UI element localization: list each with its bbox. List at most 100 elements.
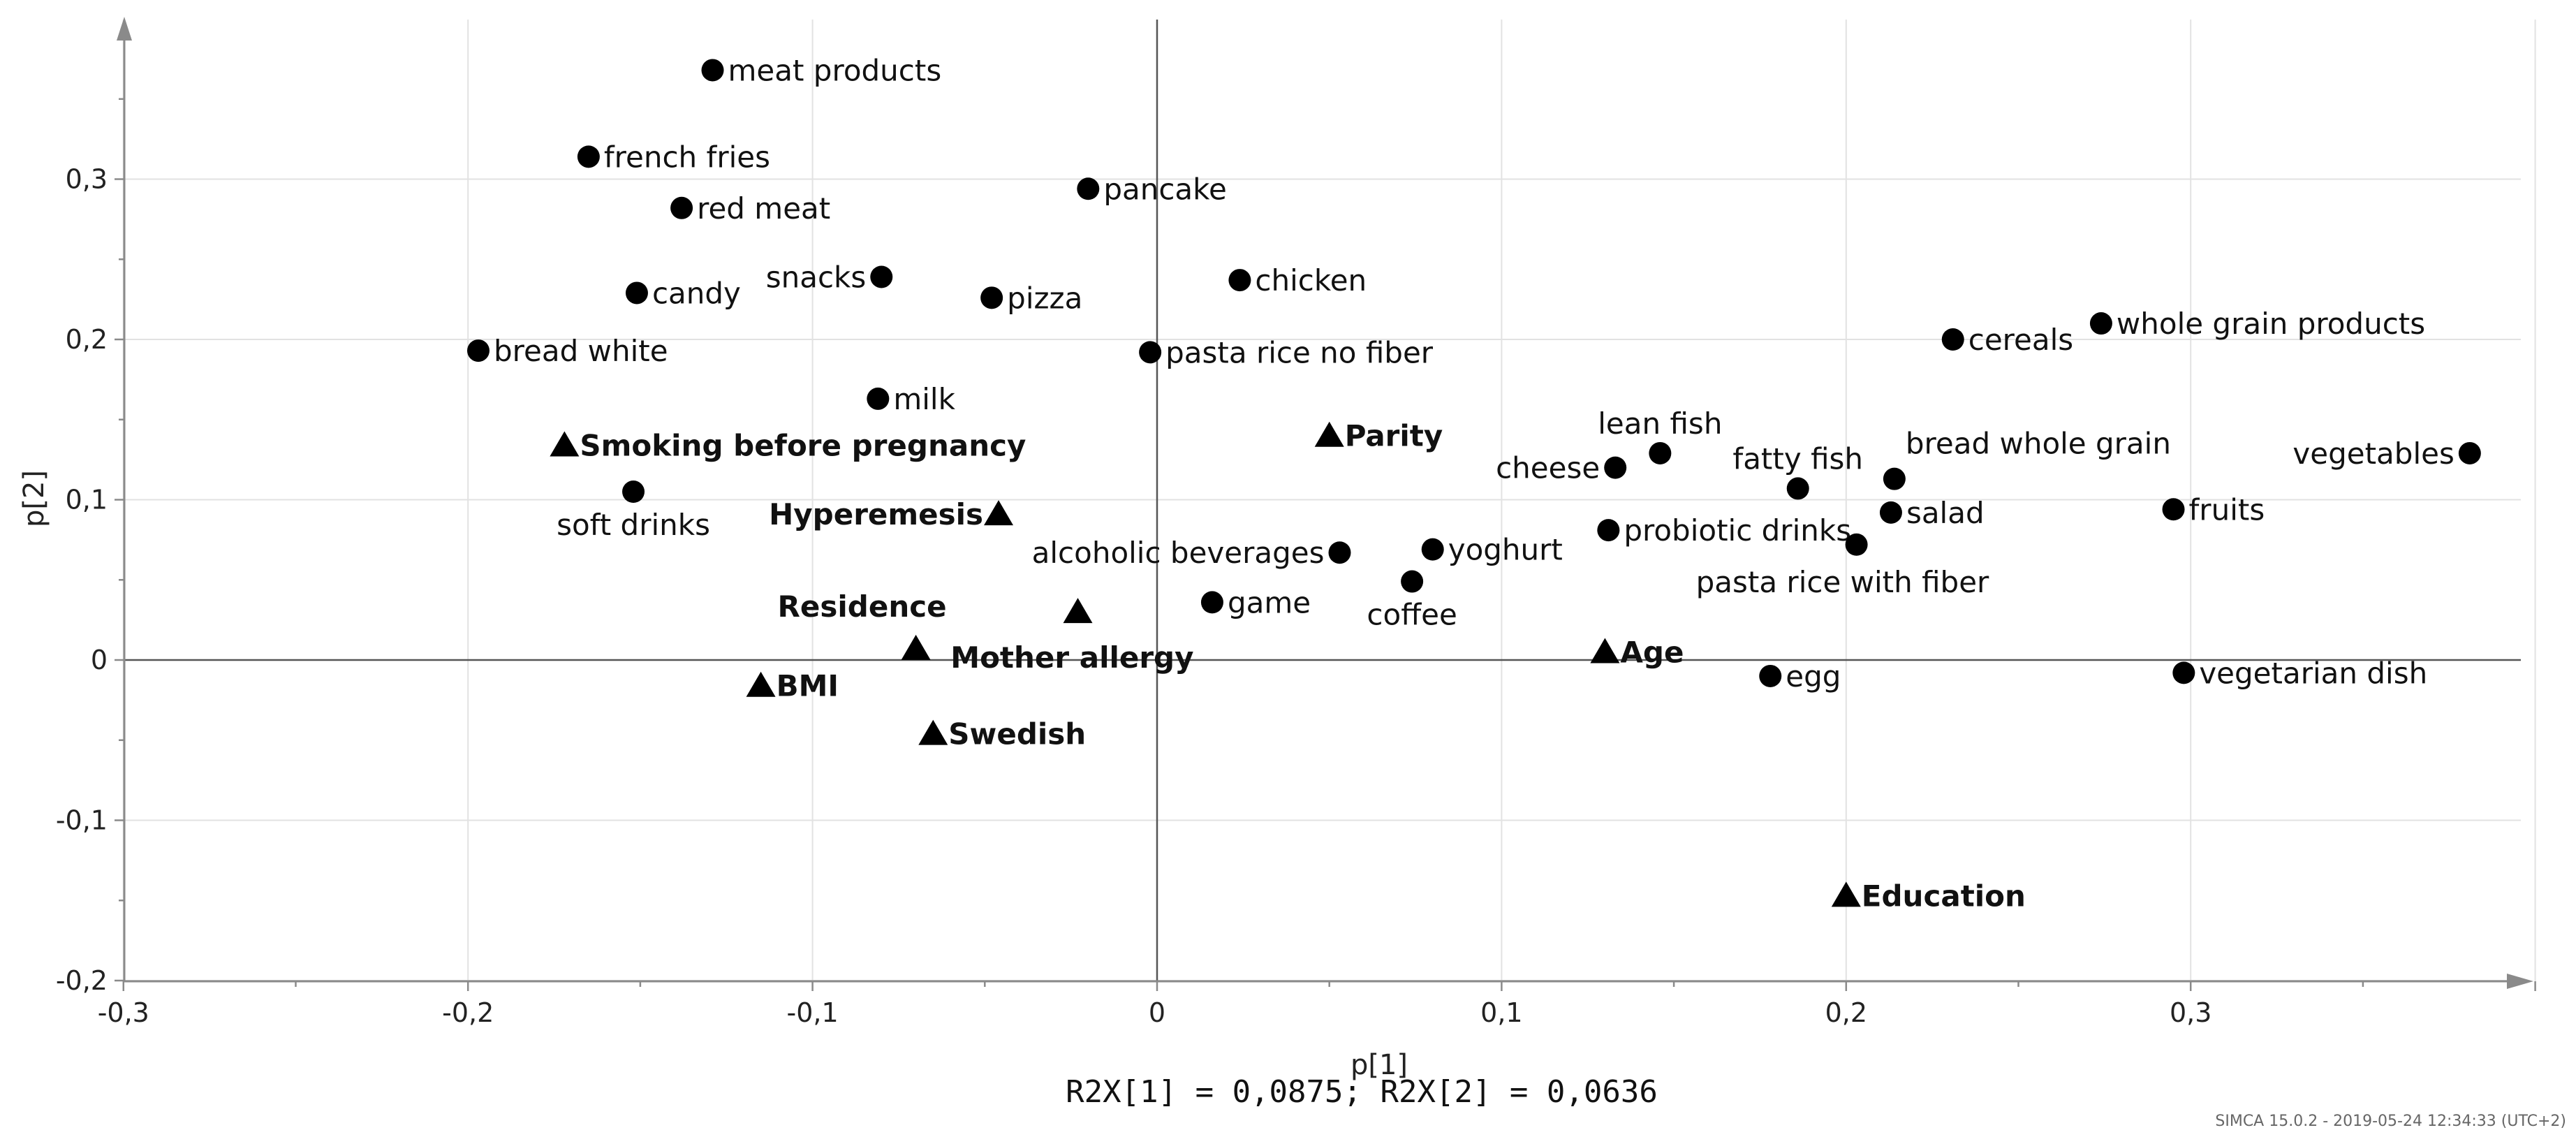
- data-point-label: vegetables: [2292, 437, 2454, 471]
- x-tick-label: -0,1: [787, 997, 839, 1028]
- data-point-triangle-marker: [1063, 598, 1093, 624]
- y-axis-title: p[2]: [18, 470, 50, 527]
- data-point-marker: [1845, 533, 1868, 556]
- data-point-label: vegetarian dish: [2199, 656, 2427, 690]
- data-point-label: probiotic drinks: [1624, 513, 1851, 548]
- data-point-marker: [2172, 661, 2195, 684]
- y-tick-label: 0,3: [66, 164, 108, 195]
- software-footer: SIMCA 15.0.2 - 2019-05-24 12:34:33 (UTC+…: [2215, 1113, 2566, 1130]
- data-point-marker: [625, 281, 648, 305]
- y-tick-label: 0,2: [66, 324, 108, 355]
- data-point-marker: [1879, 501, 1902, 524]
- data-point-label: whole grain products: [2117, 307, 2425, 341]
- data-point-triangle-marker: [984, 500, 1014, 526]
- data-point-marker: [1941, 328, 1964, 351]
- data-point-marker: [1139, 341, 1162, 364]
- data-point-label: lean fish: [1598, 406, 1722, 441]
- y-tick-label: 0: [91, 645, 108, 675]
- data-point-label: Parity: [1345, 419, 1443, 453]
- data-point-label: candy: [652, 276, 741, 310]
- data-point-label: red meat: [697, 191, 830, 226]
- data-point-marker: [870, 265, 893, 288]
- data-point-label: Residence: [778, 589, 947, 624]
- x-tick-label: 0,1: [1480, 997, 1522, 1028]
- data-point-marker: [1328, 541, 1351, 564]
- axes: [115, 17, 2536, 991]
- data-point-marker: [1883, 467, 1906, 490]
- data-point-label: pancake: [1103, 172, 1227, 206]
- data-point-label: Hyperemesis: [769, 497, 983, 531]
- data-point-triangle-marker: [918, 719, 948, 745]
- data-point-marker: [1597, 519, 1620, 542]
- data-point-marker: [980, 286, 1003, 309]
- data-point-triangle-marker: [1314, 421, 1344, 447]
- data-point-marker: [2458, 441, 2481, 464]
- data-point-marker: [1077, 177, 1100, 200]
- y-tick-label: -0,2: [56, 965, 108, 996]
- data-point-marker: [622, 481, 645, 504]
- x-tick-label: 0,2: [1825, 997, 1867, 1028]
- data-point-label: yoghurt: [1448, 533, 1563, 567]
- tick-labels: -0,3 -0,2 -0,1 0 0,1 0,2 0,3-0,2-0,100,10,20,3: [56, 164, 2212, 1029]
- data-point-label: cheese: [1496, 451, 1600, 485]
- data-point-marker: [670, 196, 693, 219]
- data-point-marker: [467, 339, 490, 362]
- data-point-marker: [1421, 538, 1444, 561]
- data-point-label: Education: [1862, 879, 2026, 913]
- data-point-marker: [1604, 456, 1627, 479]
- data-point-label: Smoking before pregnancy: [580, 428, 1026, 462]
- data-point-label: pasta rice with fiber: [1696, 565, 1989, 599]
- x-tick-label: 0: [1149, 997, 1165, 1028]
- data-point-marker: [2162, 498, 2185, 521]
- data-point-label: alcoholic beverages: [1032, 536, 1325, 570]
- data-points: meat products french fries red meat pancake…: [467, 53, 2481, 913]
- data-point-marker: [2089, 312, 2112, 335]
- x-tick-label: -0,2: [442, 997, 494, 1028]
- data-point-marker: [577, 145, 600, 168]
- data-point-marker: [1200, 591, 1223, 614]
- data-point-label: fruits: [2189, 492, 2265, 527]
- data-point-label: Mother allergy: [950, 640, 1193, 675]
- x-axis-title: p[1]: [1350, 1049, 1408, 1081]
- data-point-triangle-marker: [550, 431, 580, 457]
- y-tick-label: -0,1: [56, 805, 108, 836]
- data-point-triangle-marker: [746, 671, 776, 697]
- grid-lines: [122, 20, 2536, 981]
- data-point-marker: [1401, 570, 1424, 593]
- data-point-label: meat products: [728, 53, 942, 87]
- data-point-label: soft drinks: [557, 508, 710, 542]
- data-point-marker: [1649, 441, 1672, 464]
- data-point-label: snacks: [766, 260, 867, 294]
- data-point-marker: [701, 59, 724, 82]
- data-point-label: coffee: [1367, 598, 1457, 632]
- r2x-summary: R2X[1] = 0,0875; R2X[2] = 0,0636: [1066, 1074, 1658, 1110]
- data-point-marker: [867, 387, 890, 410]
- data-point-label: bread whole grain: [1906, 427, 2171, 461]
- data-point-label: game: [1228, 585, 1311, 619]
- y-tick-label: 0,1: [66, 485, 108, 515]
- x-tick-label: -0,3: [98, 997, 149, 1028]
- data-point-label: cereals: [1968, 323, 2073, 357]
- data-point-label: pasta rice no fiber: [1165, 335, 1434, 369]
- data-point-label: milk: [893, 382, 955, 416]
- y-axis-arrow-icon: [117, 17, 132, 41]
- data-point-label: salad: [1906, 496, 1985, 530]
- data-point-triangle-marker: [1831, 881, 1861, 907]
- x-tick-label: 0,3: [2170, 997, 2211, 1028]
- data-point-label: BMI: [777, 669, 839, 703]
- data-point-triangle-marker: [901, 634, 931, 660]
- data-point-triangle-marker: [1590, 638, 1620, 663]
- data-point-marker: [1228, 269, 1251, 292]
- data-point-marker: [1786, 477, 1809, 500]
- data-point-marker: [1759, 664, 1782, 687]
- data-point-label: chicken: [1255, 263, 1367, 298]
- data-point-label: bread white: [494, 334, 668, 368]
- data-point-label: fatty fish: [1732, 441, 1863, 476]
- data-point-label: Age: [1620, 636, 1684, 670]
- data-point-label: french fries: [604, 140, 770, 174]
- data-point-label: Swedish: [948, 717, 1086, 751]
- data-point-label: egg: [1786, 659, 1841, 694]
- data-point-label: pizza: [1007, 281, 1082, 315]
- x-axis-arrow-icon: [2507, 974, 2533, 989]
